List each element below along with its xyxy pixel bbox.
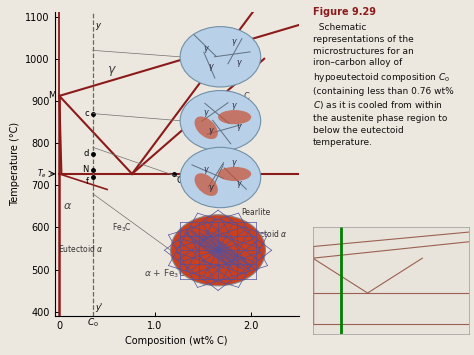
Text: $\alpha$: $\alpha$	[63, 201, 73, 211]
Text: y': y'	[95, 303, 102, 312]
Text: $\gamma$: $\gamma$	[203, 44, 210, 55]
Text: $\gamma$: $\gamma$	[236, 179, 243, 190]
Text: $C_0$: $C_0$	[87, 317, 99, 329]
Text: Schematic
representations of the
microstructures for an
iron–carbon alloy of
hyp: Schematic representations of the microst…	[313, 23, 454, 147]
Text: $\gamma$: $\gamma$	[231, 158, 238, 169]
Text: $\alpha$ + Fe$_3$C: $\alpha$ + Fe$_3$C	[144, 268, 186, 280]
Text: $\gamma$: $\gamma$	[208, 62, 214, 73]
Text: Proeutectoid $\alpha$: Proeutectoid $\alpha$	[230, 228, 287, 239]
Text: $\gamma$: $\gamma$	[231, 37, 238, 48]
Text: N: N	[82, 165, 89, 174]
Text: $\gamma$: $\gamma$	[203, 108, 210, 119]
X-axis label: Composition (wt% C): Composition (wt% C)	[125, 337, 228, 346]
Text: Fe$_3$C: Fe$_3$C	[112, 221, 132, 234]
Text: $T_e$: $T_e$	[37, 168, 47, 180]
Text: $\gamma$: $\gamma$	[208, 126, 214, 137]
Text: y: y	[95, 21, 100, 29]
Text: $\gamma$: $\gamma$	[236, 122, 243, 133]
Text: d: d	[83, 149, 89, 158]
Text: $\gamma$: $\gamma$	[231, 101, 238, 112]
Text: Eutectoid $\alpha$: Eutectoid $\alpha$	[58, 243, 103, 254]
Text: $\gamma$: $\gamma$	[203, 165, 210, 176]
Text: $\gamma$: $\gamma$	[236, 59, 243, 69]
Text: f: f	[86, 177, 89, 186]
Text: $\gamma$: $\gamma$	[107, 65, 117, 78]
Text: $\gamma$: $\gamma$	[208, 183, 214, 193]
Text: M: M	[48, 91, 55, 100]
Y-axis label: Temperature (°C): Temperature (°C)	[9, 122, 19, 206]
Text: Pearlite: Pearlite	[241, 208, 271, 217]
Text: O: O	[176, 176, 182, 185]
Text: Figure 9.29: Figure 9.29	[313, 7, 376, 17]
Text: c: c	[84, 109, 89, 118]
Text: $\gamma$ + Fe$_3$C: $\gamma$ + Fe$_3$C	[212, 90, 251, 103]
